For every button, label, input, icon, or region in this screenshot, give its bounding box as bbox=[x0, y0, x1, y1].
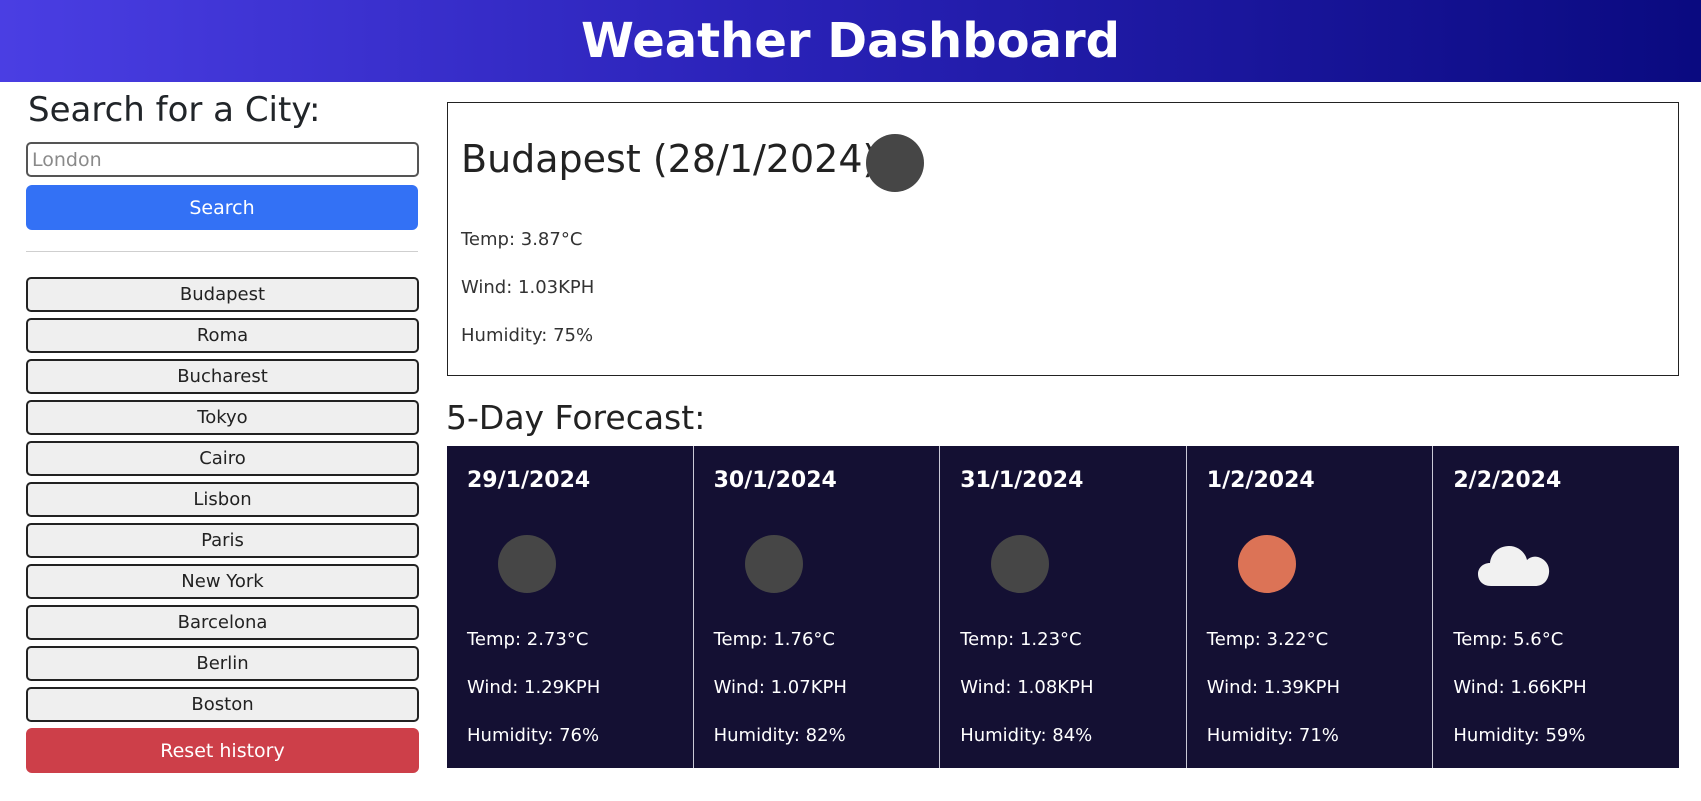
history-item-bucharest[interactable]: Bucharest bbox=[26, 359, 419, 394]
search-history-list: Budapest Roma Bucharest Tokyo Cairo Lisb… bbox=[26, 277, 419, 773]
forecast-card: 2/2/2024 Temp: 5.6°C Wind: 1.66KPH Humid… bbox=[1433, 446, 1679, 768]
forecast-humidity: Humidity: 71% bbox=[1206, 725, 1339, 746]
dark-circle-icon bbox=[866, 134, 924, 192]
forecast-card: 1/2/2024 Temp: 3.22°C Wind: 1.39KPH Humi… bbox=[1187, 446, 1434, 768]
dark-circle-icon bbox=[991, 535, 1050, 593]
current-city-title: Budapest (28/1/2024) bbox=[461, 137, 878, 181]
forecast-humidity: Humidity: 82% bbox=[713, 725, 846, 746]
forecast-humidity: Humidity: 59% bbox=[1453, 725, 1586, 746]
forecast-temp: Temp: 5.6°C bbox=[1453, 629, 1564, 650]
forecast-temp: Temp: 2.73°C bbox=[467, 629, 589, 650]
history-item-budapest[interactable]: Budapest bbox=[26, 277, 419, 312]
forecast-card: 31/1/2024 Temp: 1.23°C Wind: 1.08KPH Hum… bbox=[940, 446, 1187, 768]
history-item-berlin[interactable]: Berlin bbox=[26, 646, 419, 681]
history-item-lisbon[interactable]: Lisbon bbox=[26, 482, 419, 517]
history-item-paris[interactable]: Paris bbox=[26, 523, 419, 558]
history-item-new-york[interactable]: New York bbox=[26, 564, 419, 599]
city-search-input[interactable] bbox=[26, 142, 419, 177]
forecast-card: 29/1/2024 Temp: 2.73°C Wind: 1.29KPH Hum… bbox=[447, 446, 694, 768]
forecast-date: 29/1/2024 bbox=[467, 468, 591, 493]
cloud-icon bbox=[1478, 546, 1550, 586]
history-item-barcelona[interactable]: Barcelona bbox=[26, 605, 419, 640]
current-wind: Wind: 1.03KPH bbox=[461, 277, 595, 298]
forecast-date: 30/1/2024 bbox=[713, 468, 837, 493]
forecast-wind: Wind: 1.07KPH bbox=[713, 677, 847, 698]
sun-icon bbox=[1237, 535, 1296, 593]
forecast-card: 30/1/2024 Temp: 1.76°C Wind: 1.07KPH Hum… bbox=[694, 446, 941, 768]
current-humidity: Humidity: 75% bbox=[461, 325, 594, 346]
history-item-cairo[interactable]: Cairo bbox=[26, 441, 419, 476]
forecast-humidity: Humidity: 84% bbox=[960, 725, 1093, 746]
sidebar: Search for a City: Search Budapest Roma … bbox=[26, 82, 419, 773]
page-title: Weather Dashboard bbox=[581, 13, 1120, 69]
history-item-boston[interactable]: Boston bbox=[26, 687, 419, 722]
dark-circle-icon bbox=[744, 535, 803, 593]
history-item-roma[interactable]: Roma bbox=[26, 318, 419, 353]
forecast-date: 31/1/2024 bbox=[960, 468, 1084, 493]
forecast-wind: Wind: 1.08KPH bbox=[960, 677, 1094, 698]
app-header: Weather Dashboard bbox=[0, 0, 1701, 82]
forecast-wind: Wind: 1.66KPH bbox=[1453, 677, 1587, 698]
divider bbox=[26, 251, 418, 252]
dark-circle-icon bbox=[498, 535, 556, 593]
forecast-temp: Temp: 3.22°C bbox=[1206, 629, 1329, 650]
reset-history-button[interactable]: Reset history bbox=[26, 728, 419, 773]
search-title: Search for a City: bbox=[28, 90, 321, 130]
history-item-tokyo[interactable]: Tokyo bbox=[26, 400, 419, 435]
forecast-wind: Wind: 1.39KPH bbox=[1206, 677, 1341, 698]
forecast-temp: Temp: 1.76°C bbox=[713, 629, 835, 650]
forecast-title: 5-Day Forecast: bbox=[446, 398, 706, 437]
search-button[interactable]: Search bbox=[26, 185, 418, 230]
forecast-wind: Wind: 1.29KPH bbox=[467, 677, 601, 698]
forecast-date: 2/2/2024 bbox=[1453, 468, 1562, 493]
forecast-humidity: Humidity: 76% bbox=[467, 725, 600, 746]
forecast-temp: Temp: 1.23°C bbox=[960, 629, 1082, 650]
current-weather-card: Budapest (28/1/2024) Temp: 3.87°C Wind: … bbox=[447, 102, 1679, 376]
forecast-date: 1/2/2024 bbox=[1206, 468, 1315, 493]
forecast-panel: 29/1/2024 Temp: 2.73°C Wind: 1.29KPH Hum… bbox=[447, 446, 1679, 768]
current-temp: Temp: 3.87°C bbox=[461, 229, 583, 250]
